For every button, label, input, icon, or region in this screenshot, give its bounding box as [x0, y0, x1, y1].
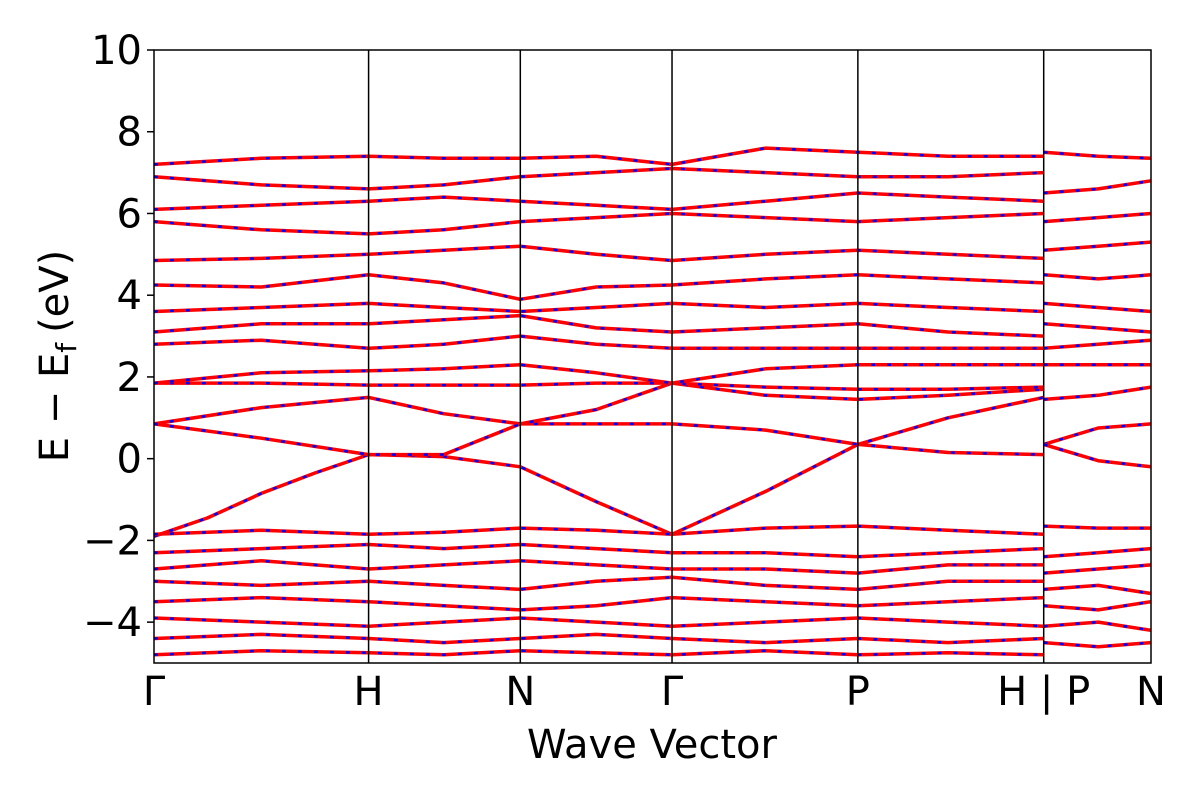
band-line-spin-up-3 — [154, 381, 1044, 391]
plot-frame — [153, 49, 1152, 664]
band-line-spin-up-23 — [1043, 442, 1152, 469]
band-line-spin-up-2 — [153, 381, 1044, 457]
band-line-spin-up-4 — [153, 362, 1044, 385]
band-line-spin-down-35 — [1043, 547, 1152, 558]
band-line-spin-down-4 — [153, 363, 1044, 385]
y-axis-label-main: E − E — [32, 353, 78, 463]
band-line-spin-down-7 — [153, 302, 1044, 313]
x-tick-label-2: N — [505, 669, 535, 715]
band-line-spin-down-21 — [153, 649, 1044, 657]
band-line-spin-down-33 — [1043, 150, 1152, 160]
band-line-spin-down-32 — [1043, 179, 1152, 195]
y-tick-label-1: −2 — [83, 518, 142, 564]
band-line-spin-down-15 — [153, 543, 1044, 558]
band-line-spin-up-1 — [153, 395, 1045, 447]
band-line-spin-up-5 — [153, 334, 1044, 351]
band-line-spin-up-9 — [153, 244, 1044, 263]
band-line-spin-up-20 — [153, 632, 1044, 645]
y-tick-label-3: 2 — [117, 355, 142, 401]
y-tick-label-2: 0 — [117, 437, 142, 483]
band-line-spin-up-19 — [153, 616, 1044, 628]
band-line-spin-down-20 — [153, 633, 1044, 644]
band-line-spin-up-16 — [153, 559, 1044, 575]
band-line-spin-up-18 — [153, 595, 1044, 612]
band-line-spin-up-22 — [1043, 422, 1152, 447]
band-line-spin-down-24 — [1043, 385, 1152, 401]
x-tick-label-6: N — [1136, 669, 1166, 715]
band-line-spin-down-37 — [1043, 584, 1152, 595]
x-axis-label: Wave Vector — [527, 722, 778, 768]
band-line-spin-down-23 — [1043, 443, 1152, 469]
band-line-spin-down-16 — [153, 559, 1044, 575]
band-line-spin-down-36 — [1043, 563, 1152, 575]
y-tick-label-6: 8 — [117, 110, 142, 156]
x-tick-label-1: H — [354, 669, 384, 715]
band-lines — [153, 146, 1152, 657]
high-symmetry-lines — [367, 50, 1045, 663]
x-tick-label-0: Γ — [143, 669, 166, 715]
y-tick-label-7: 10 — [91, 28, 142, 74]
x-tick-label-3: Γ — [661, 669, 684, 715]
y-axis-label: E − Ef (eV) — [32, 250, 83, 463]
band-line-spin-down-0 — [153, 443, 1044, 538]
band-line-spin-down-19 — [153, 616, 1044, 628]
band-line-spin-down-31 — [1043, 212, 1152, 223]
band-line-spin-up-10 — [153, 211, 1044, 236]
band-line-spin-down-30 — [1043, 240, 1152, 252]
band-line-spin-down-8 — [153, 273, 1044, 301]
band-line-spin-up-0 — [153, 442, 1044, 538]
band-line-spin-down-18 — [153, 596, 1044, 612]
band-line-spin-down-13 — [153, 146, 1044, 166]
band-line-spin-down-28 — [1043, 302, 1152, 313]
band-line-spin-up-12 — [153, 166, 1044, 191]
band-line-spin-down-29 — [1043, 273, 1152, 281]
y-axis-label-subscript: f — [50, 342, 83, 353]
band-line-spin-up-6 — [153, 313, 1044, 338]
x-axis-ticks: Γ H N Γ P H | P N — [143, 669, 1166, 715]
band-line-spin-down-40 — [1043, 641, 1152, 648]
band-line-spin-down-9 — [153, 244, 1044, 262]
band-line-spin-down-10 — [153, 212, 1044, 236]
y-tick-label-5: 6 — [117, 191, 142, 237]
band-line-spin-down-39 — [1043, 620, 1152, 632]
band-line-spin-down-17 — [153, 575, 1044, 591]
band-line-spin-down-11 — [153, 191, 1044, 211]
band-line-spin-down-5 — [153, 334, 1044, 350]
band-line-spin-up-7 — [153, 301, 1044, 314]
band-line-spin-up-11 — [153, 191, 1044, 212]
band-line-spin-up-17 — [153, 575, 1044, 592]
band-line-spin-down-38 — [1043, 600, 1152, 612]
band-line-spin-up-14 — [153, 524, 1044, 537]
y-axis-ticks: −4 −2 0 2 4 6 8 10 — [83, 28, 154, 646]
band-line-spin-down-34 — [1043, 524, 1151, 530]
y-tick-label-4: 4 — [117, 273, 142, 319]
band-line-spin-down-22 — [1043, 422, 1152, 446]
band-line-spin-down-26 — [1043, 338, 1152, 350]
band-line-spin-down-27 — [1043, 322, 1152, 334]
band-line-spin-up-21 — [153, 648, 1044, 657]
band-line-spin-down-3 — [154, 381, 1044, 391]
band-line-spin-down-2 — [153, 381, 1044, 456]
band-line-spin-down-14 — [153, 524, 1044, 536]
y-tick-label-0: −4 — [83, 600, 142, 646]
band-line-spin-down-12 — [153, 167, 1044, 191]
y-axis-label-unit: (eV) — [32, 250, 78, 333]
x-tick-label-4: P — [846, 669, 870, 715]
x-tick-label-5: H | P — [997, 669, 1090, 715]
band-line-spin-up-13 — [153, 146, 1044, 167]
band-line-spin-down-6 — [153, 314, 1044, 338]
band-line-spin-up-15 — [153, 542, 1044, 559]
